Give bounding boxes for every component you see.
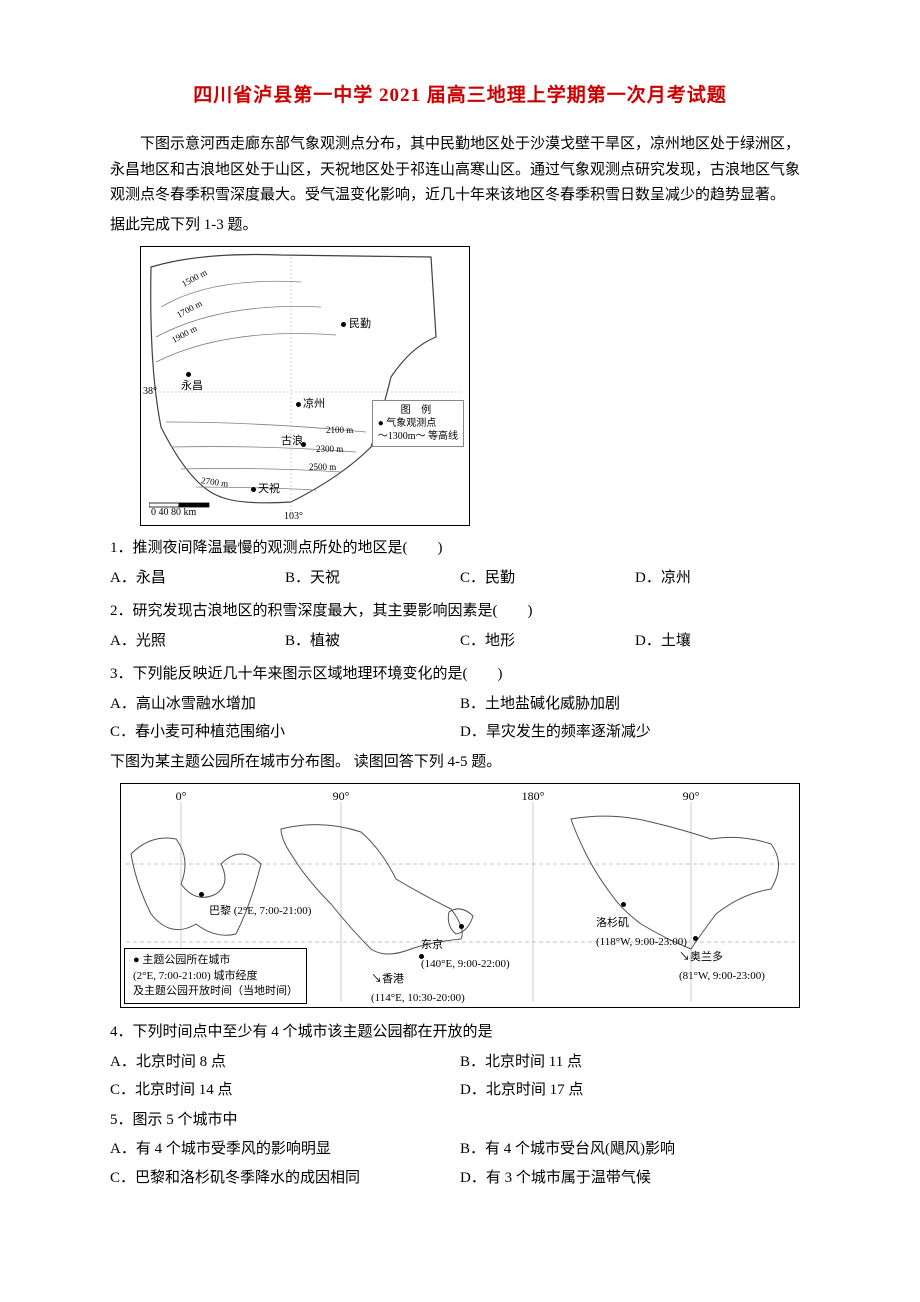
q3-c: C．春小麦可种植范围缩小	[110, 720, 460, 746]
legend-lon-line: (2°E, 7:00-21:00) 城市经度	[133, 969, 298, 984]
lon-90e: 90°	[333, 786, 350, 806]
legend-time-line: 及主题公园开放时间（当地时间）	[133, 984, 298, 999]
world-map: 0° 90° 180° 90° 巴黎 (2°E, 7:00-21:00) 东京(…	[120, 783, 810, 1008]
la-label: 洛杉矶(118°W, 9:00-23:00)	[596, 914, 687, 951]
q2-b: B．植被	[285, 629, 460, 655]
q5-d: D．有 3 个城市属于温带气候	[460, 1166, 810, 1192]
q2-c: C．地形	[460, 629, 635, 655]
q3-text: 3．下列能反映近几十年来图示区域地理环境变化的是( )	[110, 662, 810, 688]
contour-2300: 2300 m	[316, 442, 343, 457]
q4-b: B．北京时间 11 点	[460, 1050, 810, 1076]
orlando-label: ↘奥兰多(81°W, 9:00-23:00)	[679, 948, 765, 985]
q1-text: 1．推测夜间降温最慢的观测点所处的地区是( )	[110, 536, 810, 562]
liangzhou-label: 凉州	[303, 395, 325, 414]
lon-180: 180°	[522, 786, 545, 806]
lon-90w: 90°	[683, 786, 700, 806]
section2-intro: 下图为某主题公园所在城市分布图。 读图回答下列 4-5 题。	[110, 750, 810, 776]
tianzhu-label: 天祝	[258, 480, 280, 499]
q5-a: A．有 4 个城市受季风的影响明显	[110, 1137, 460, 1163]
q3-a: A．高山冰雪融水增加	[110, 692, 460, 718]
q4-options-1: A．北京时间 8 点 B．北京时间 11 点	[110, 1050, 810, 1076]
legend-point: ● 气象观测点	[378, 417, 458, 430]
q4-c: C．北京时间 14 点	[110, 1078, 460, 1104]
paris-label: 巴黎 (2°E, 7:00-21:00)	[209, 902, 311, 921]
hexi-map: 38° 103° 1500 m 1700 m 1900 m 2100 m 230…	[140, 246, 810, 526]
intro-instruction: 据此完成下列 1-3 题。	[110, 213, 810, 239]
exam-title: 四川省泸县第一中学 2021 届高三地理上学期第一次月考试题	[110, 80, 810, 112]
legend-title: 图 例	[378, 404, 458, 417]
q3-b: B．土地盐碱化威胁加剧	[460, 692, 810, 718]
contour-2500: 2500 m	[309, 460, 336, 475]
tokyo-label: 东京(140°E, 9:00-22:00)	[421, 936, 510, 973]
gulang-label: 古浪	[281, 432, 303, 451]
q4-options-2: C．北京时间 14 点 D．北京时间 17 点	[110, 1078, 810, 1104]
q5-options-1: A．有 4 个城市受季风的影响明显 B．有 4 个城市受台风(飓风)影响	[110, 1137, 810, 1163]
lon-0: 0°	[176, 786, 187, 806]
q5-c: C．巴黎和洛杉矶冬季降水的成因相同	[110, 1166, 460, 1192]
yongchang-label: 永昌	[181, 377, 203, 396]
q4-a: A．北京时间 8 点	[110, 1050, 460, 1076]
q1-c: C．民勤	[460, 566, 635, 592]
minqin-label: 民勤	[349, 315, 371, 334]
q1-b: B．天祝	[285, 566, 460, 592]
world-legend: ● 主题公园所在城市 (2°E, 7:00-21:00) 城市经度 及主题公园开…	[124, 948, 307, 1004]
legend-contour: ～1300m～ 等高线	[378, 430, 458, 443]
q4-d: D．北京时间 17 点	[460, 1078, 810, 1104]
legend-dot-line: ● 主题公园所在城市	[133, 953, 298, 968]
map1-legend: 图 例 ● 气象观测点 ～1300m～ 等高线	[372, 400, 464, 447]
lat-label: 38°	[143, 383, 157, 400]
q2-a: A．光照	[110, 629, 285, 655]
q5-text: 5．图示 5 个城市中	[110, 1108, 810, 1134]
q5-options-2: C．巴黎和洛杉矶冬季降水的成因相同 D．有 3 个城市属于温带气候	[110, 1166, 810, 1192]
q2-options: A．光照 B．植被 C．地形 D．土壤	[110, 629, 810, 655]
q1-a: A．永昌	[110, 566, 285, 592]
q5-b: B．有 4 个城市受台风(飓风)影响	[460, 1137, 810, 1163]
q1-d: D．凉州	[635, 566, 810, 592]
q4-text: 4．下列时间点中至少有 4 个城市该主题公园都在开放的是	[110, 1020, 810, 1046]
q2-text: 2．研究发现古浪地区的积雪深度最大，其主要影响因素是( )	[110, 599, 810, 625]
lon-label: 103°	[284, 508, 303, 525]
q3-d: D．旱灾发生的频率逐渐减少	[460, 720, 810, 746]
hongkong-label: ↘香港(114°E, 10:30-20:00)	[371, 970, 465, 1007]
intro-paragraph: 下图示意河西走廊东部气象观测点分布，其中民勤地区处于沙漠戈壁干旱区，凉州地区处于…	[110, 132, 810, 209]
q2-d: D．土壤	[635, 629, 810, 655]
contour-2100: 2100 m	[326, 423, 353, 438]
q1-options: A．永昌 B．天祝 C．民勤 D．凉州	[110, 566, 810, 592]
q3-options-1: A．高山冰雪融水增加 B．土地盐碱化威胁加剧	[110, 692, 810, 718]
q3-options-2: C．春小麦可种植范围缩小 D．旱灾发生的频率逐渐减少	[110, 720, 810, 746]
